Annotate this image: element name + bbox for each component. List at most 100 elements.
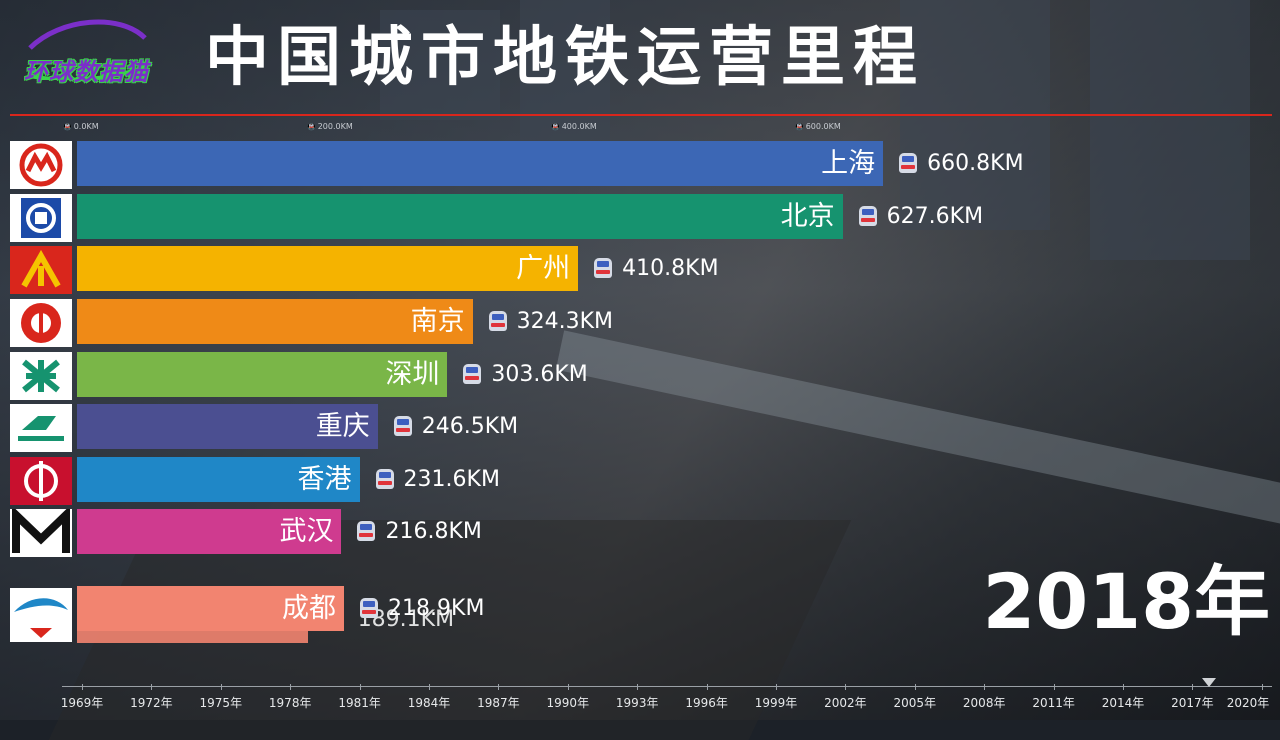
bar-value-label: 410.8KM xyxy=(594,246,719,291)
timeline-tick xyxy=(220,684,222,690)
timeline-label: 1984年 xyxy=(407,696,451,710)
timeline-label: 1972年 xyxy=(130,696,173,710)
timeline-tick xyxy=(637,684,639,690)
bar-value-text: 218.9KM xyxy=(388,596,485,621)
bar-label: 广州 xyxy=(516,253,571,284)
bar-value-label: 246.5KM xyxy=(393,404,519,449)
train-icon xyxy=(594,258,613,278)
timeline-label: 1993年 xyxy=(615,696,659,710)
train-icon xyxy=(488,311,507,331)
nanjing-metro-logo-icon xyxy=(10,299,72,347)
bar-value-text: 627.6KM xyxy=(886,204,984,229)
timeline-marker-icon[interactable] xyxy=(1202,678,1216,687)
bar-value-label: 231.6KM xyxy=(375,457,500,502)
timeline-label: 1999年 xyxy=(754,696,798,710)
bar-value-text: 231.6KM xyxy=(403,467,500,492)
timeline-label: 1981年 xyxy=(338,696,381,710)
page-title: 中国城市地铁运营里程 xyxy=(205,21,925,95)
bar-value-label: 218.9KM xyxy=(360,586,484,631)
bar-label: 武汉 xyxy=(279,516,334,547)
bar-label: 南京 xyxy=(410,306,465,337)
top-axis-tick: 400.0KM xyxy=(551,122,597,131)
bar-label: 上海 xyxy=(821,148,876,179)
bar-value-text: 216.8KM xyxy=(385,519,482,544)
timeline-tick xyxy=(1053,684,1055,690)
bar-value-label: 627.6KM xyxy=(858,194,984,239)
bar-1 xyxy=(77,194,843,239)
bar-8 xyxy=(77,586,345,631)
timeline-label: 2002年 xyxy=(824,696,867,710)
timeline-tick xyxy=(1192,684,1194,690)
timeline-tick xyxy=(914,684,916,690)
top-axis-tick: 600.0KM xyxy=(795,122,841,131)
top-axis-tick: 0.0KM xyxy=(63,122,99,131)
beijing-subway-logo-icon xyxy=(10,194,72,242)
title-divider xyxy=(10,114,1272,116)
timeline-tick xyxy=(706,684,708,690)
bar-4 xyxy=(77,352,448,397)
timeline-label: 2020年 xyxy=(1226,696,1270,710)
top-axis-tick: 200.0KM xyxy=(307,122,353,131)
year-indicator: 2018年 xyxy=(982,557,1270,646)
bar-value-text: 324.3KM xyxy=(516,309,614,334)
timeline-tick xyxy=(429,684,430,690)
timeline-tick xyxy=(498,684,500,690)
hongkong-mtr-logo-icon xyxy=(10,457,72,505)
timeline-tick xyxy=(845,684,847,690)
timeline-tick xyxy=(1123,684,1124,690)
bar-label: 成都 xyxy=(282,593,337,624)
wuhan-metro-logo-icon xyxy=(10,509,72,557)
timeline-tick xyxy=(290,684,292,690)
timeline-label: 2017年 xyxy=(1171,696,1214,710)
train-icon xyxy=(463,364,482,384)
bar-value-text: 246.5KM xyxy=(421,414,519,439)
bar-value-label: 660.8KM xyxy=(899,141,1024,186)
bar-6 xyxy=(77,457,360,502)
timeline-label: 2005年 xyxy=(893,696,937,710)
bar-0 xyxy=(77,141,884,186)
bar-3 xyxy=(77,299,473,344)
shenzhen-metro-logo-icon xyxy=(10,352,72,400)
brand-logo-text: 环球数据猫 xyxy=(24,58,149,86)
bar-value-text: 660.8KM xyxy=(927,151,1024,176)
bar-5 xyxy=(77,404,378,449)
train-icon xyxy=(375,469,394,489)
timeline-tick xyxy=(776,684,777,690)
timeline-label: 1990年 xyxy=(546,696,590,710)
shanghai-metro-logo-icon xyxy=(10,141,72,189)
bar-2 xyxy=(77,246,579,291)
brand-logo: 环球数据猫 xyxy=(10,18,160,86)
bar-label: 重庆 xyxy=(315,411,370,442)
train-icon xyxy=(858,206,877,226)
timeline-label: 1978年 xyxy=(268,696,312,710)
train-icon xyxy=(357,521,376,541)
timeline-tick xyxy=(359,684,361,690)
chongqing-rail-logo-icon xyxy=(10,404,72,452)
timeline-label: 1996年 xyxy=(685,696,728,710)
train-icon xyxy=(393,416,412,436)
bar-7 xyxy=(77,509,342,554)
bar-label: 北京 xyxy=(780,201,835,232)
timeline-label: 2011年 xyxy=(1032,696,1075,710)
bar-label: 香港 xyxy=(297,464,352,495)
timeline-tick xyxy=(1261,684,1263,690)
timeline-label: 2008年 xyxy=(962,696,1006,710)
timeline-tick xyxy=(984,684,986,690)
timeline-label: 2014年 xyxy=(1101,696,1145,710)
bar-value-text: 410.8KM xyxy=(622,256,719,281)
bar-label: 深圳 xyxy=(385,359,440,390)
bar-value-label: 216.8KM xyxy=(357,509,482,554)
timeline-tick xyxy=(567,684,569,690)
timeline-label: 1969年 xyxy=(60,696,104,710)
train-icon xyxy=(360,598,379,618)
timeline-label: 1975年 xyxy=(199,696,243,710)
timeline-tick xyxy=(82,684,83,690)
bar-value-text: 303.6KM xyxy=(491,362,588,387)
timeline-label: 1987年 xyxy=(477,696,520,710)
bar-value-label: 303.6KM xyxy=(463,352,588,397)
bar-value-label: 324.3KM xyxy=(488,299,614,344)
chengdu-metro-logo-icon xyxy=(10,588,72,642)
train-icon xyxy=(899,153,918,173)
guangzhou-metro-logo-icon xyxy=(10,246,72,294)
timeline-tick xyxy=(151,684,153,690)
